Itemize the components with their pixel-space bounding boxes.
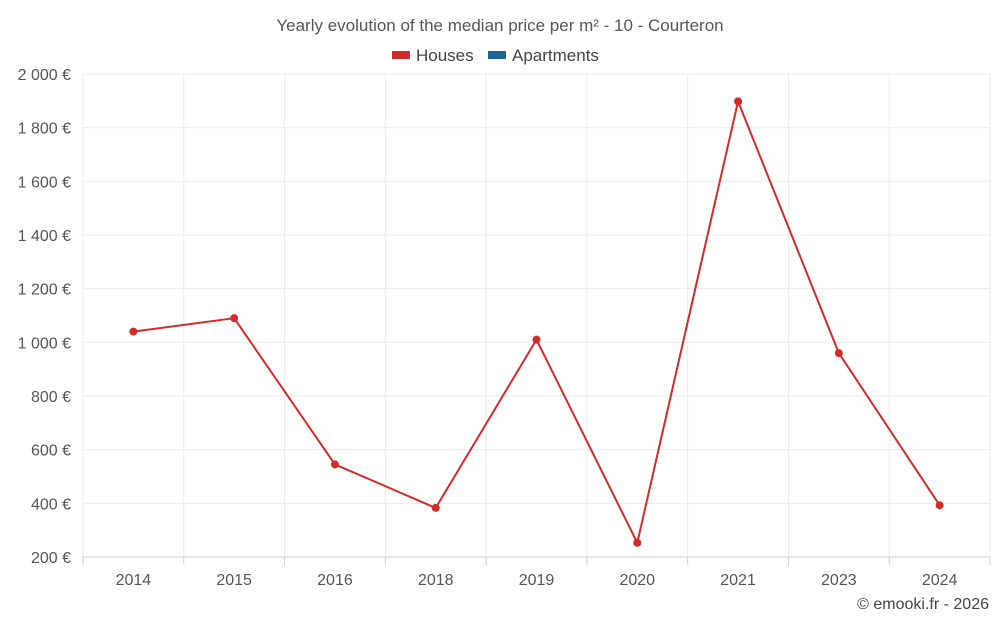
- data-point-houses[interactable]: [734, 97, 743, 106]
- x-tick-label: 2023: [821, 572, 857, 589]
- y-tick-label: 1 400 €: [18, 228, 71, 245]
- chart-title: Yearly evolution of the median price per…: [276, 16, 723, 35]
- data-point-houses[interactable]: [633, 538, 642, 547]
- series-houses: [129, 97, 944, 547]
- y-tick-label: 200 €: [31, 550, 71, 567]
- x-tick-label: 2018: [418, 572, 454, 589]
- legend-label-apartments: Apartments: [512, 46, 599, 65]
- y-tick-label: 1 200 €: [18, 282, 71, 299]
- x-tick-label: 2015: [216, 572, 252, 589]
- legend: Houses Apartments: [392, 46, 599, 65]
- y-tick-label: 600 €: [31, 443, 71, 460]
- data-point-houses[interactable]: [431, 503, 440, 512]
- data-point-houses[interactable]: [834, 349, 843, 358]
- legend-swatch-houses: [392, 51, 410, 59]
- data-point-houses[interactable]: [230, 314, 239, 323]
- credit-text: © emooki.fr - 2026: [857, 596, 989, 613]
- x-tick-label: 2014: [116, 572, 152, 589]
- data-point-houses[interactable]: [532, 335, 541, 344]
- data-point-houses[interactable]: [330, 460, 339, 469]
- grid: [82, 73, 991, 557]
- y-tick-label: 2 000 €: [18, 67, 71, 84]
- series-line-houses: [133, 100, 941, 544]
- legend-item-houses[interactable]: Houses: [392, 46, 474, 65]
- y-tick-label: 1 000 €: [18, 335, 71, 352]
- data-point-houses[interactable]: [935, 501, 944, 510]
- legend-label-houses: Houses: [416, 46, 474, 65]
- y-tick-label: 800 €: [31, 389, 71, 406]
- x-tick-label: 2019: [519, 572, 555, 589]
- x-tick-label: 2021: [720, 572, 756, 589]
- y-tick-label: 1 800 €: [18, 121, 71, 138]
- legend-swatch-apartments: [488, 51, 506, 59]
- y-tick-label: 1 600 €: [18, 174, 71, 191]
- data-point-houses[interactable]: [129, 327, 138, 336]
- y-tick-label: 400 €: [31, 496, 71, 513]
- x-tick-label: 2020: [619, 572, 655, 589]
- x-tick-label: 2016: [317, 572, 353, 589]
- legend-item-apartments[interactable]: Apartments: [488, 46, 599, 65]
- x-axis-ticks: 2014 2015 2016 2018 2019 2020 2021 2023 2024: [116, 572, 958, 589]
- y-axis-ticks: 200 € 400 € 600 € 800 € 1 000 € 1 200 € 1 400 …: [18, 67, 71, 567]
- axes: [82, 556, 991, 565]
- x-tick-label: 2024: [922, 572, 958, 589]
